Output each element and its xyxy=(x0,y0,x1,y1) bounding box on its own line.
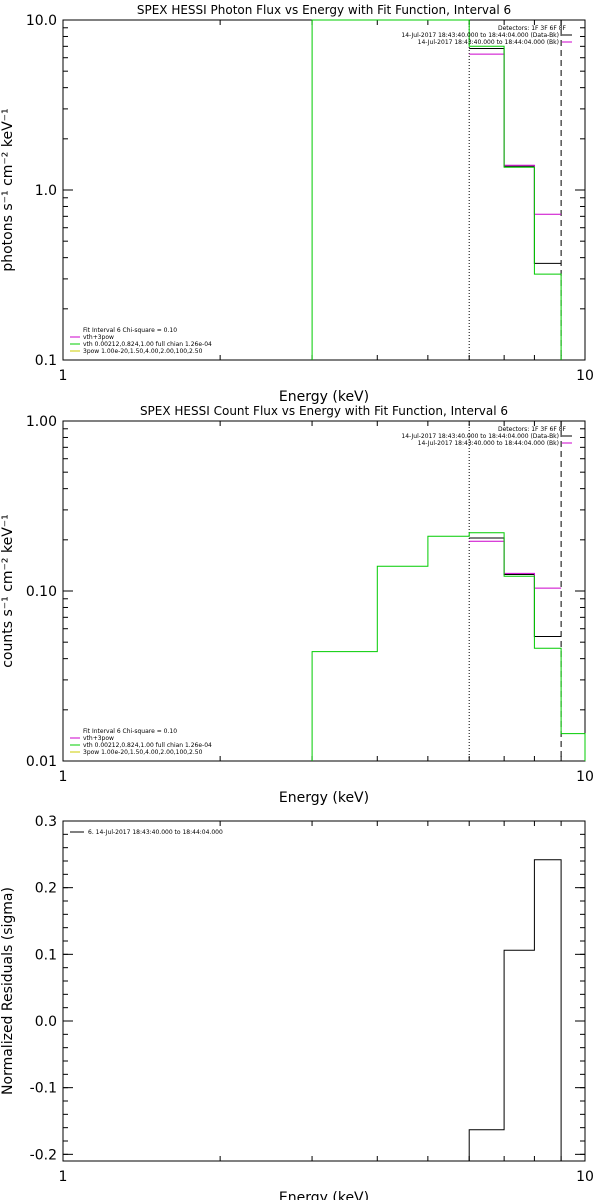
x-tick-label: 10 xyxy=(576,769,594,785)
y-tick-label: -0.1 xyxy=(30,1081,57,1097)
series-step-line xyxy=(311,532,586,761)
x-tick-label: 10 xyxy=(576,1169,594,1185)
legend-bottom-entry: vth+3pow xyxy=(83,735,114,742)
legend-bottom-entry: 3pow 1.00e-20,1.50,4.00,2.00,100,2.50 xyxy=(83,749,203,756)
y-tick-label: 10.0 xyxy=(26,13,57,29)
legend-top-entry: Detectors: 1F 3F 6F 8F xyxy=(498,25,567,32)
series-step-line xyxy=(469,48,562,264)
x-tick-label: 1 xyxy=(59,368,68,384)
x-axis-label: Energy (keV) xyxy=(279,1190,369,1200)
y-tick-label: 0.1 xyxy=(35,353,57,369)
series-step-line xyxy=(469,537,562,637)
y-axis-label: photons s⁻¹ cm⁻² keV⁻¹ xyxy=(0,108,16,271)
residual-legend-entry: 6. 14-Jul-2017 18:43:40.000 to 18:44:04.… xyxy=(88,829,223,836)
y-axis-label: counts s⁻¹ cm⁻² keV⁻¹ xyxy=(0,514,16,668)
chart-title: SPEX HESSI Photon Flux vs Energy with Fi… xyxy=(137,3,511,17)
y-tick-label: 0.1 xyxy=(35,947,57,963)
chart-title: SPEX HESSI Count Flux vs Energy with Fit… xyxy=(140,404,508,418)
legend-top-entry: 14-Jul-2017 18:43:40.000 to 18:44:04.000… xyxy=(418,440,559,447)
legend-top-entry: 14-Jul-2017 18:43:40.000 to 18:44:04.000… xyxy=(418,39,559,46)
plot-frame xyxy=(62,420,586,762)
plot-frame xyxy=(62,820,586,1162)
series-step-line xyxy=(469,53,562,215)
x-axis-label: Energy (keV) xyxy=(279,389,369,405)
legend-bottom-entry: vth 0.00212,0.824,1.00 full chian 1.26e-… xyxy=(83,742,212,749)
y-tick-label: -0.2 xyxy=(30,1147,57,1163)
legend-top-entry: Detectors: 1F 3F 6F 8F xyxy=(498,426,567,433)
legend-bottom-entry: 3pow 1.00e-20,1.50,4.00,2.00,100,2.50 xyxy=(83,348,203,355)
x-axis-label: Energy (keV) xyxy=(279,790,369,806)
legend-bottom-entry: vth+3pow xyxy=(83,334,114,341)
plot-frame xyxy=(62,19,586,361)
y-tick-label: 1.00 xyxy=(26,414,57,430)
x-tick-label: 1 xyxy=(59,1169,68,1185)
series-step-line xyxy=(469,540,562,589)
legend-bottom-entry: Fit Interval 6 Chi-square = 0.10 xyxy=(83,327,177,334)
x-tick-label: 1 xyxy=(59,769,68,785)
y-tick-label: 0.3 xyxy=(35,814,57,830)
series-step-line xyxy=(311,19,562,360)
legend-bottom-entry: Fit Interval 6 Chi-square = 0.10 xyxy=(83,728,177,735)
y-tick-label: 1.0 xyxy=(35,183,57,199)
y-tick-label: 0.01 xyxy=(26,754,57,770)
legend-top-entry: 14-Jul-2017 18:43:40.000 to 18:44:04.000… xyxy=(401,433,559,440)
y-tick-label: 0.10 xyxy=(26,584,57,600)
y-tick-label: 0.0 xyxy=(35,1014,57,1030)
y-axis-label: Normalized Residuals (sigma) xyxy=(0,887,16,1095)
legend-bottom-entry: vth 0.00212,0.824,1.00 full chian 1.26e-… xyxy=(83,341,212,348)
x-tick-label: 10 xyxy=(576,368,594,384)
series-step-line xyxy=(468,859,562,1161)
legend-top-entry: 14-Jul-2017 18:43:40.000 to 18:44:04.000… xyxy=(401,32,559,39)
y-tick-label: 0.2 xyxy=(35,881,57,897)
